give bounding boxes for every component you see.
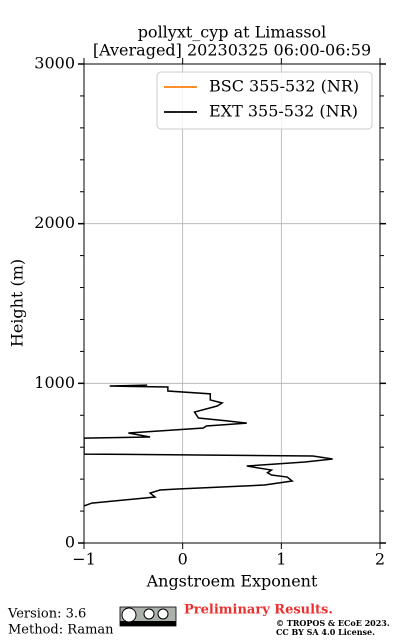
profile-line (84, 384, 333, 507)
y-tick-label: 0 (65, 533, 75, 552)
legend-label: BSC 355-532 (NR) (209, 77, 359, 96)
preliminary: Preliminary Results. (184, 603, 333, 618)
version: Version: 3.6 (7, 607, 86, 622)
method: Method: Raman (8, 623, 114, 638)
chart-subtitle: [Averaged] 20230325 06:00-06:59 (93, 41, 371, 60)
x-tick-label: 1 (276, 550, 286, 569)
license: CC BY SA 4.0 License. (276, 627, 375, 637)
plot-frame (83, 63, 381, 544)
y-axis-label: Height (m) (8, 259, 27, 347)
y-tick-label: 3000 (34, 54, 75, 73)
legend-box (156, 71, 373, 130)
x-tick-label: 0 (178, 550, 188, 569)
cc-logo (119, 606, 177, 627)
y-tick-label: 1000 (34, 373, 75, 392)
x-tick-label: 2 (375, 550, 385, 569)
copyright: © TROPOS & ECoE 2023. (276, 618, 390, 628)
y-tick-label: 2000 (34, 213, 75, 232)
legend-label: EXT 355-532 (NR) (209, 102, 358, 121)
chart-title: pollyxt_cyp at Limassol (138, 23, 327, 42)
x-axis-label: Angstroem Exponent (146, 572, 318, 591)
x-tick-label: −1 (72, 550, 96, 569)
